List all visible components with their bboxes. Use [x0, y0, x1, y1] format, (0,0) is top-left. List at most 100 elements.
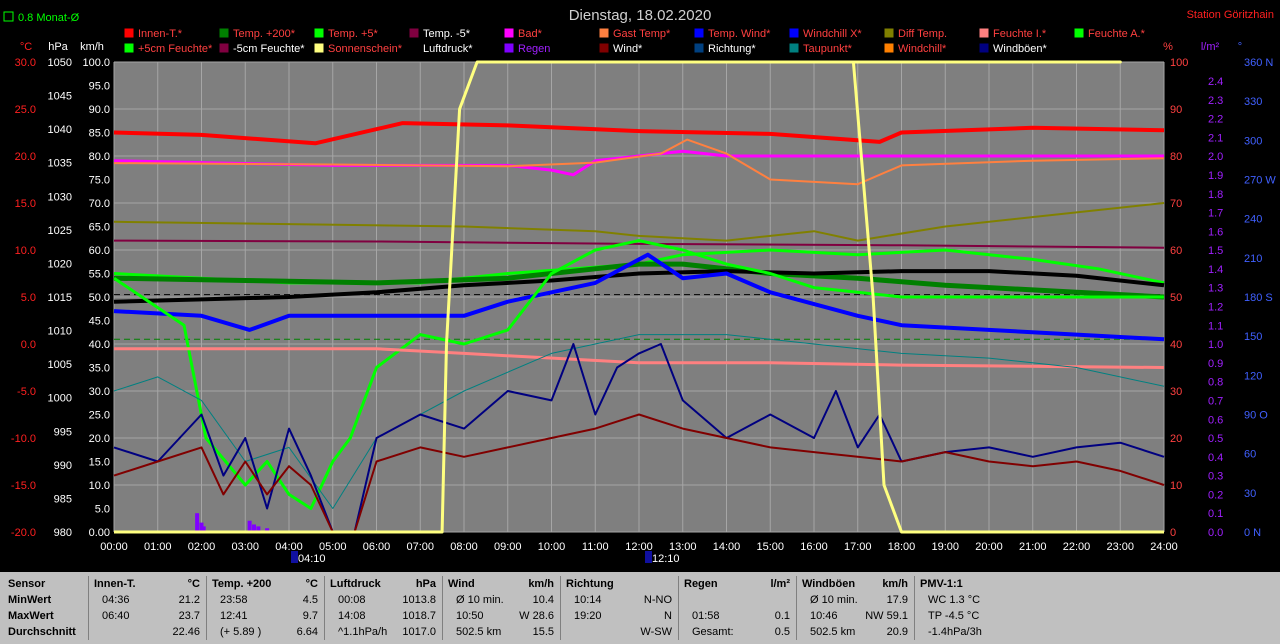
- weather-chart: 00:00 01:00 02:00 03:00 04:00 05:00 06:00 07:00…: [3, 7, 1277, 565]
- stats-cell-value: 21.2: [178, 594, 200, 606]
- stats-column-unit: hPa: [415, 578, 436, 590]
- stats-cell-label: 00:08: [338, 594, 366, 606]
- pct-tick-label: 70: [1170, 198, 1182, 210]
- rain-tick-label: 1.8: [1208, 189, 1223, 201]
- pct-tick-label: 50: [1170, 292, 1182, 304]
- column-separator: [88, 576, 89, 640]
- series-line: [113, 202, 1165, 242]
- legend-label: Gast Temp*: [613, 28, 671, 40]
- wind-tick-label: 30.0: [89, 386, 110, 398]
- stats-cell-label: 19:20: [574, 610, 602, 622]
- temp-tick-label: 10.0: [15, 245, 36, 257]
- x-tick-label: 15:00: [756, 541, 784, 553]
- wind-tick-label: 50.0: [89, 292, 110, 304]
- pct-tick-label: 40: [1170, 339, 1182, 351]
- legend-swatch: [313, 42, 325, 54]
- x-tick-label: 21:00: [1019, 541, 1047, 553]
- legend-swatch: [693, 27, 705, 39]
- legend-label: +5cm Feuchte*: [138, 43, 213, 55]
- rain-tick-label: 1.3: [1208, 283, 1223, 295]
- stats-cell-label: TP -4.5 °C: [928, 610, 980, 622]
- rain-tick-label: 2.4: [1208, 76, 1223, 88]
- legend-entry: Temp. +5*: [313, 27, 379, 40]
- stats-cell-value: N-NO: [643, 594, 672, 606]
- pressure-tick-label: 1050: [48, 57, 72, 69]
- legend-swatch: [218, 27, 230, 39]
- rain-tick-label: 1.2: [1208, 302, 1223, 314]
- direction-tick-label: 180 S: [1244, 292, 1273, 304]
- rain-bar: [265, 528, 270, 532]
- series-line: [113, 269, 1165, 304]
- stats-column-unit: l/m²: [770, 578, 790, 590]
- stats-column-title: Sensor: [8, 578, 46, 590]
- legend-entry: Bad*: [503, 27, 543, 40]
- temp-tick-label: 5.0: [21, 292, 36, 304]
- stats-column-unit: km/h: [528, 578, 554, 590]
- wind-tick-label: 80.0: [89, 151, 110, 163]
- rain-tick-label: 2.3: [1208, 95, 1223, 107]
- stats-column-title: Windböen: [802, 578, 856, 590]
- x-tick-label: 05:00: [319, 541, 347, 553]
- rain-tick-label: 1.7: [1208, 208, 1223, 220]
- chart-title: Dienstag, 18.02.2020: [569, 7, 712, 24]
- pressure-tick-label: 985: [54, 493, 72, 505]
- series-line: [114, 347, 1165, 369]
- legend-swatch: [598, 27, 610, 39]
- x-tick-label: 20:00: [975, 541, 1003, 553]
- pressure-tick-label: 980: [54, 527, 72, 539]
- stats-cell-value: 6.64: [296, 626, 318, 638]
- stats-cell-value: 22.46: [172, 626, 200, 638]
- x-tick-label: 02:00: [188, 541, 216, 553]
- stats-cell-value: 20.9: [886, 626, 908, 638]
- series-line: [113, 239, 1164, 510]
- pressure-tick-label: 1040: [48, 124, 72, 136]
- direction-tick-label: 0 N: [1244, 527, 1261, 539]
- stats-cell-label: Durchschnitt: [8, 626, 76, 638]
- legend-label: Wind*: [613, 43, 643, 55]
- legend-label: Temp. -5*: [423, 28, 471, 40]
- column-separator: [442, 576, 443, 640]
- x-tick-label: 14:00: [713, 541, 741, 553]
- rain-tick-label: 0.7: [1208, 395, 1223, 407]
- legend-entry: +5cm Feuchte*: [123, 42, 213, 55]
- wind-tick-label: 70.0: [89, 198, 110, 210]
- legend-label: Regen: [518, 43, 550, 55]
- pressure-tick-label: 990: [54, 460, 72, 472]
- legend-entry: Windchill*: [883, 42, 947, 55]
- marker-a-icon: [291, 551, 298, 563]
- stats-cell-label: 01:58: [692, 610, 720, 622]
- stats-cell-label: MinWert: [8, 594, 52, 606]
- legend-label: Windchill X*: [803, 28, 862, 40]
- wind-tick-label: 10.0: [89, 480, 110, 492]
- stats-column-title: Regen: [684, 578, 718, 590]
- stats-cell-value: 1013.8: [402, 594, 436, 606]
- wind-tick-label: 45.0: [89, 316, 110, 328]
- legend-swatch: [313, 27, 325, 39]
- legend-entry: Windchill X*: [788, 27, 862, 40]
- x-tick-label: 24:00: [1150, 541, 1178, 553]
- temp-axis-label: °C: [20, 41, 32, 53]
- pct-tick-label: 20: [1170, 433, 1182, 445]
- marker-b: 12:10: [645, 551, 680, 565]
- pct-tick-label: 60: [1170, 245, 1182, 257]
- direction-tick-label: 90 O: [1244, 410, 1268, 422]
- wind-tick-label: 65.0: [89, 222, 110, 234]
- x-tick-label: 17:00: [844, 541, 872, 553]
- stats-column-unit: km/h: [882, 578, 908, 590]
- stats-cell-value: W-SW: [640, 626, 672, 638]
- legend-label: Diff Temp.: [898, 28, 947, 40]
- legend-label: Innen-T.*: [138, 28, 183, 40]
- legend-entry: Gast Temp*: [598, 27, 671, 40]
- legend-swatch: [788, 42, 800, 54]
- column-separator: [796, 576, 797, 640]
- marker-a: 04:10: [291, 551, 326, 565]
- stats-column-title: Richtung: [566, 578, 614, 590]
- direction-tick-label: 270 W: [1244, 175, 1276, 187]
- rain-bar: [247, 520, 252, 532]
- legend-label: Feuchte I.*: [993, 28, 1047, 40]
- rain-bar: [256, 526, 261, 532]
- pressure-tick-label: 1015: [48, 292, 72, 304]
- stats-cell-value: W 28.6: [519, 610, 554, 622]
- wind-tick-label: 75.0: [89, 175, 110, 187]
- legend-swatch: [978, 42, 990, 54]
